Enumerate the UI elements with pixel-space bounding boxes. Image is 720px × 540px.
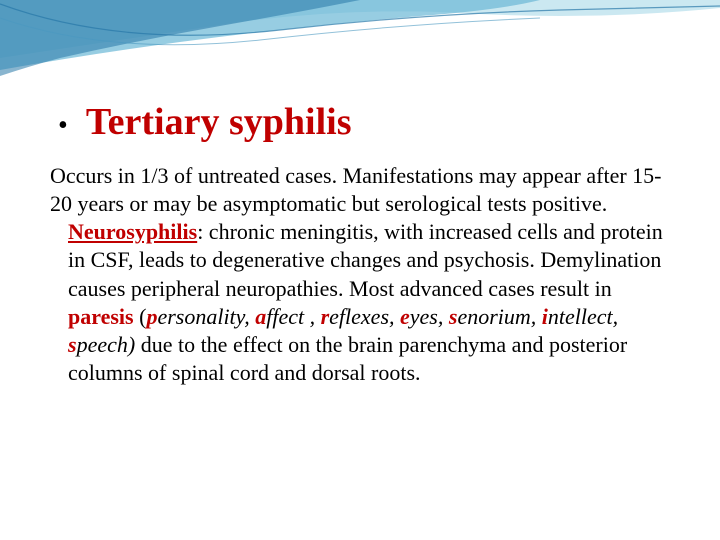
term-neurosyphilis: Neurosyphilis (68, 219, 197, 244)
intro-text: Occurs in 1/3 of untreated cases. Manife… (50, 163, 662, 216)
wave-decoration (0, 0, 720, 90)
m6r: ntellect, (548, 304, 618, 329)
bullet: • (58, 110, 68, 142)
title-row: • Tertiary syphilis (50, 100, 670, 144)
m4r: yes, (410, 304, 449, 329)
m1r: ersonality, (157, 304, 255, 329)
open-paren: ( (134, 304, 147, 329)
m2l: a (255, 304, 266, 329)
m3r: eflexes, (329, 304, 400, 329)
m2r: ffect , (266, 304, 320, 329)
indented-block: Neurosyphilis: chronic meningitis, with … (50, 218, 670, 387)
m5r: enorium, (457, 304, 541, 329)
m3l: r (321, 304, 330, 329)
slide-title: Tertiary syphilis (86, 100, 352, 144)
desc-part2: due to the effect on the brain parenchym… (68, 332, 627, 385)
m7l: s (68, 332, 77, 357)
slide-content: • Tertiary syphilis Occurs in 1/3 of unt… (50, 100, 670, 387)
wave-svg (0, 0, 720, 90)
m4l: e (400, 304, 410, 329)
body-text: Occurs in 1/3 of untreated cases. Manife… (50, 162, 670, 387)
m1l: p (146, 304, 157, 329)
paresis-word: paresis (68, 304, 134, 329)
m7r: peech) (77, 332, 136, 357)
